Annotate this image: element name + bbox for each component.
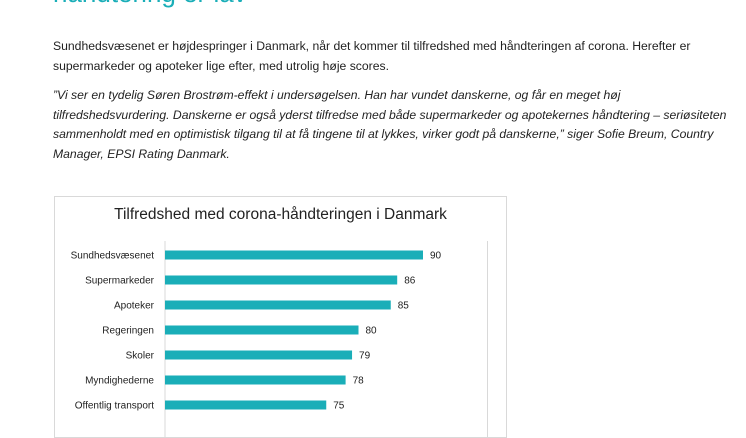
bar: [165, 250, 423, 260]
data-label: 78: [353, 376, 365, 387]
bar: [165, 400, 327, 410]
category-label: Supermarkeder: [85, 276, 155, 287]
data-label: 75: [333, 401, 345, 412]
quote-paragraph: ”Vi ser en tydelig Søren Brostrøm-effekt…: [53, 88, 727, 161]
category-label: Offentlig transport: [75, 401, 155, 412]
bar-chart: Tilfredshed med corona-håndteringen i Da…: [54, 196, 507, 438]
section-heading: håndtering er lav: [53, 0, 247, 9]
data-label: 79: [359, 351, 371, 362]
category-label: Regeringen: [102, 326, 154, 337]
category-label: Sundhedsvæsenet: [71, 251, 155, 262]
bar: [165, 325, 359, 335]
data-label: 85: [398, 301, 410, 312]
category-label: Apoteker: [114, 301, 155, 312]
data-label: 90: [430, 251, 442, 262]
category-label: Myndighederne: [85, 376, 154, 387]
bar: [165, 300, 391, 310]
category-label: Skoler: [126, 351, 155, 362]
bar: [165, 275, 398, 285]
intro-paragraph: Sundhedsvæsenet er højdespringer i Danma…: [53, 39, 691, 73]
bar: [165, 375, 346, 385]
chart-title: Tilfredshed med corona-håndteringen i Da…: [114, 206, 447, 223]
data-label: 80: [366, 326, 378, 337]
bar: [165, 350, 353, 360]
data-label: 86: [404, 276, 416, 287]
chart-plot-area: Sundhedsvæsenet 90 Supermarkeder 86 Apoteker…: [71, 241, 488, 437]
